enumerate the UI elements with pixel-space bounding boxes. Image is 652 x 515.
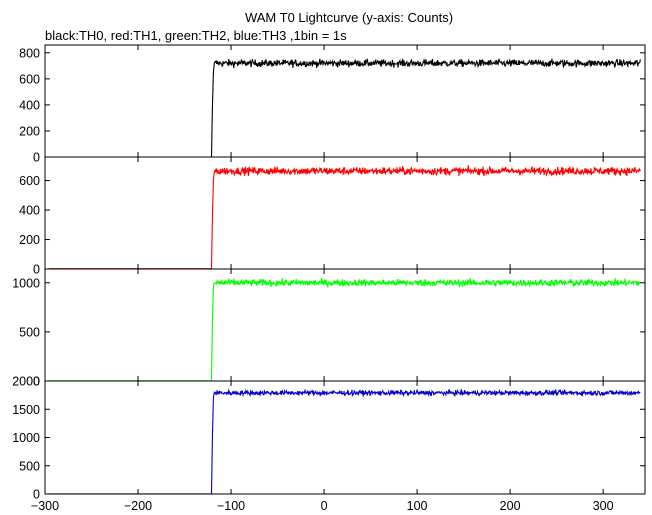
x-tick-label: 100: [407, 499, 428, 513]
x-axis: −300 −200 −100 0 100 200 300: [31, 499, 614, 513]
series-line-th0: [48, 57, 641, 158]
chart-subtitle: black:TH0, red:TH1, green:TH2, blue:TH3 …: [45, 28, 347, 43]
y-tick-label: 0: [33, 151, 40, 165]
y-tick-label: 600: [19, 72, 40, 86]
series-line-th2: [48, 277, 641, 382]
y-tick-label: 1000: [12, 276, 40, 290]
y-tick-label: 1500: [12, 403, 40, 417]
panel-th2: 0 500 1000: [12, 268, 646, 389]
y-tick-label: 0: [33, 488, 40, 502]
y-tick-label: 0: [33, 375, 40, 389]
panel-th0: 0 200 400 600 800: [19, 44, 646, 165]
y-tick-label: 500: [19, 325, 40, 339]
y-tick-label: 400: [19, 204, 40, 218]
panels-group: 0200400600800020040060005001000050010001…: [12, 44, 646, 502]
y-tick-label: 600: [19, 174, 40, 188]
series-line-th3: [48, 388, 641, 495]
series-line-th1: [48, 165, 641, 270]
y-tick-label: 0: [33, 263, 40, 277]
x-tick-label: 200: [500, 499, 521, 513]
y-tick-label: 400: [19, 98, 40, 112]
y-tick-label: 200: [19, 124, 40, 138]
y-tick-label: 2000: [12, 375, 40, 389]
x-tick-label: −200: [124, 499, 152, 513]
chart-title: WAM T0 Lightcurve (y-axis: Counts): [245, 10, 453, 25]
y-tick-label: 200: [19, 233, 40, 247]
panel-th3: 0 500 1000 1500 2000: [12, 375, 646, 502]
panel-th1: 0 200 400 600: [19, 156, 646, 277]
y-tick-label: 800: [19, 46, 40, 60]
y-tick-label: 500: [19, 459, 40, 473]
panel-frame: [44, 268, 646, 382]
x-tick-label: 300: [593, 499, 614, 513]
y-tick-label: 1000: [12, 431, 40, 445]
x-tick-label: −300: [31, 499, 59, 513]
panel-frame: [44, 380, 646, 495]
x-tick-label: −100: [217, 499, 245, 513]
x-tick-label: 0: [321, 499, 328, 513]
